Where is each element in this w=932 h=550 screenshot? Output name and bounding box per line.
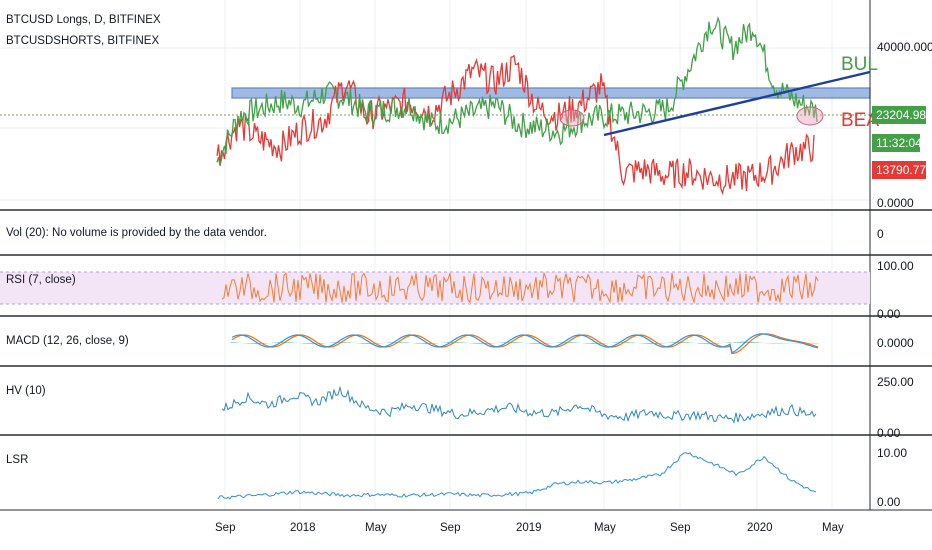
price-label-shorts: 13790.7732 xyxy=(872,161,932,179)
time-axis-label: May xyxy=(365,522,387,534)
lsr-series-line xyxy=(217,452,817,500)
hv-pane[interactable] xyxy=(221,385,817,424)
longs-series-line xyxy=(216,15,818,167)
volume-pane-label: Vol (20): No volume is provided by the d… xyxy=(6,227,267,239)
bull-trendline xyxy=(603,70,871,137)
rsi-series-line xyxy=(221,271,819,304)
highlight-ellipse-left xyxy=(559,109,585,127)
macd-pane[interactable] xyxy=(231,333,819,355)
chart-title: BTCUSD Longs, D, BITFINEX xyxy=(6,14,161,26)
bull-label: BUL xyxy=(841,54,878,75)
time-axis-label: May xyxy=(822,522,844,534)
hv-pane-label: HV (10) xyxy=(6,385,46,397)
highlight-ellipse-right xyxy=(796,106,824,126)
rsi-tick-100: 100.00 xyxy=(877,259,914,273)
lsr-pane-label: LSR xyxy=(6,454,29,466)
volume-axis-tick: 0 xyxy=(877,227,884,241)
time-axis-label: May xyxy=(594,522,616,534)
rsi-tick-0: 0.00 xyxy=(877,307,901,321)
time-axis-label: Sep xyxy=(670,522,691,534)
pane-dividers xyxy=(0,0,932,511)
hv-series-line xyxy=(221,385,817,424)
macd-tick-0: 0.0000 xyxy=(877,336,914,350)
time-axis-label: 2020 xyxy=(747,522,773,534)
time-axis-label: 2018 xyxy=(290,522,316,534)
countdown-label: 11:32:04 xyxy=(872,134,922,152)
macd-main-line xyxy=(231,333,819,354)
macd-pane-label: MACD (12, 26, close, 9) xyxy=(6,335,129,347)
time-axis-label: 2019 xyxy=(516,522,542,534)
rsi-pane[interactable] xyxy=(0,271,870,305)
lsr-tick-10: 10.00 xyxy=(877,446,908,460)
hv-tick-250: 250.00 xyxy=(877,375,914,389)
price-tick-40000: 40000.0000 xyxy=(877,40,932,54)
hv-tick-0: 0.00 xyxy=(877,426,901,440)
lsr-tick-0: 0.00 xyxy=(877,495,901,509)
time-axis-label: Sep xyxy=(215,522,236,534)
rsi-pane-label: RSI (7, close) xyxy=(6,274,76,286)
price-label-longs: 23204.9877 xyxy=(872,106,932,124)
bear-label: BEA xyxy=(841,110,880,131)
lsr-pane[interactable] xyxy=(217,452,817,500)
price-tick-0: 0.0000 xyxy=(877,196,914,210)
chart-subtitle: BTCUSDSHORTS, BITFINEX xyxy=(6,35,160,47)
time-axis-label: Sep xyxy=(440,522,461,534)
shorts-series-line xyxy=(216,54,815,195)
